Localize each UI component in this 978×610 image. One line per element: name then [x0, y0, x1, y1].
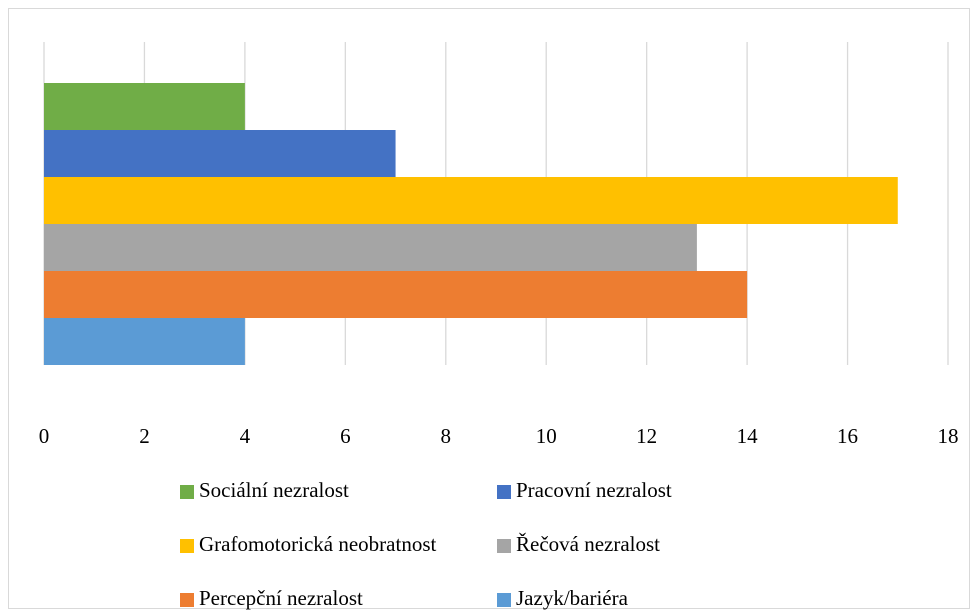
bar — [44, 177, 898, 224]
bar — [44, 130, 396, 177]
legend-swatch — [180, 593, 194, 607]
legend-label: Sociální nezralost — [199, 478, 349, 502]
bar — [44, 224, 697, 271]
x-tick-label: 12 — [636, 424, 657, 448]
x-tick-label: 10 — [536, 424, 557, 448]
bar — [44, 83, 245, 130]
x-tick-label: 2 — [139, 424, 150, 448]
legend-swatch — [180, 485, 194, 499]
legend-swatch — [180, 539, 194, 553]
legend-label: Jazyk/bariéra — [516, 586, 629, 610]
x-tick-label: 0 — [39, 424, 50, 448]
legend-swatch — [497, 593, 511, 607]
bar — [44, 271, 748, 318]
legend-label: Percepční nezralost — [199, 586, 363, 610]
x-tick-label: 6 — [340, 424, 351, 448]
x-tick-label: 14 — [737, 424, 759, 448]
legend-swatch — [497, 539, 511, 553]
legend-label: Řečová nezralost — [516, 532, 660, 556]
legend-label: Pracovní nezralost — [516, 478, 672, 502]
x-tick-label: 18 — [938, 424, 959, 448]
x-tick-label: 16 — [837, 424, 858, 448]
legend-label: Grafomotorická neobratnost — [199, 532, 437, 556]
legend-swatch — [497, 485, 511, 499]
x-tick-label: 4 — [240, 424, 251, 448]
x-tick-label: 8 — [441, 424, 452, 448]
bar — [44, 318, 245, 365]
